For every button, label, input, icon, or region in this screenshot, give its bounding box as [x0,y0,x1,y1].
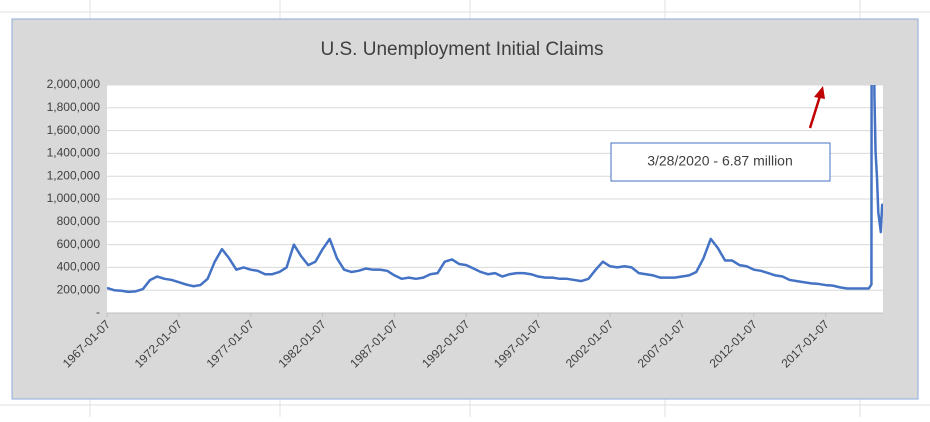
arrow-head [814,86,825,99]
y-tick-label: - [96,305,100,319]
y-tick-label: 1,200,000 [47,168,101,182]
y-tick-label: 1,800,000 [47,100,101,114]
y-tick-label: 200,000 [57,282,101,296]
annotation: 3/28/2020 - 6.87 million [647,153,793,169]
y-tick-label: 400,000 [57,260,101,274]
y-tick-label: 2,000,000 [47,77,101,91]
arrow-shaft [808,95,822,129]
y-tick-label: 1,000,000 [47,191,101,205]
y-tick-label: 800,000 [57,214,101,228]
annotation-box[interactable] [610,142,831,182]
chart-title: U.S. Unemployment Initial Claims [321,39,604,60]
series-group [107,85,883,294]
y-tick-label: 1,600,000 [47,123,101,137]
y-tick-label: 1,400,000 [47,146,101,160]
series-line [107,85,883,294]
y-tick-label: 600,000 [57,237,101,251]
